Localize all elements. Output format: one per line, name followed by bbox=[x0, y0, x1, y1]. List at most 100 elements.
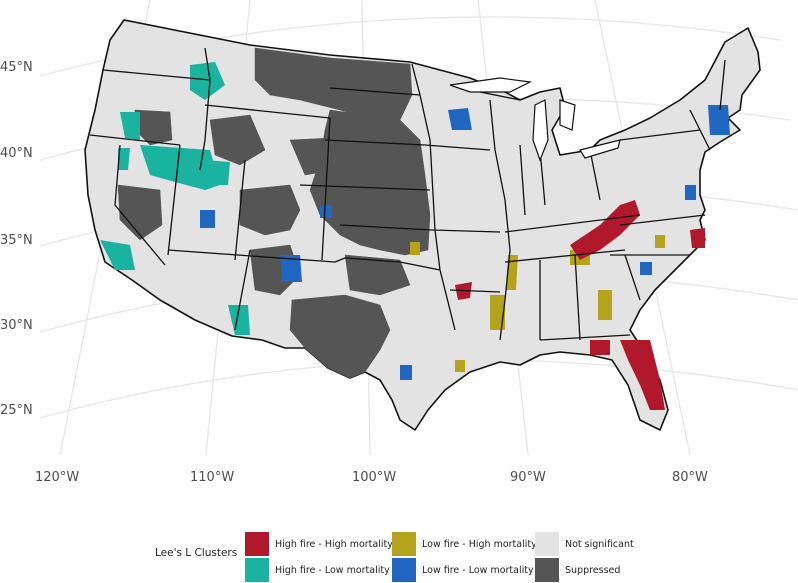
high-low-region-idaho bbox=[140, 145, 220, 190]
border-tn-south bbox=[504, 249, 626, 263]
lat-label-30: 30°N bbox=[0, 318, 33, 333]
high-fire-low-mortality-regions bbox=[100, 62, 250, 335]
border-dakotas bbox=[329, 87, 421, 96]
high-low-region-oregon bbox=[120, 112, 140, 140]
border-ut-co bbox=[234, 159, 246, 261]
low-high-region-virginia bbox=[655, 235, 665, 248]
border-il-in bbox=[519, 144, 526, 216]
lat-label-45: 45°N bbox=[0, 60, 33, 75]
legend-item-high-low: High fire - Low mortality bbox=[245, 558, 390, 582]
suppressed-regions bbox=[117, 47, 431, 379]
border-4corners bbox=[167, 249, 336, 263]
legend-item-low-high: Low fire - High mortality bbox=[392, 532, 537, 556]
suppressed-region-colorado bbox=[239, 184, 301, 236]
lake-huron bbox=[559, 99, 576, 131]
border-al-ga bbox=[574, 254, 581, 341]
legend-label-suppressed: Suppressed bbox=[565, 564, 621, 576]
lake-erie bbox=[579, 139, 621, 159]
low-low-region-wisconsin bbox=[448, 108, 472, 130]
high-fire-high-mortality-regions bbox=[455, 200, 705, 410]
low-high-region-louisiana bbox=[455, 360, 465, 372]
lake-superior bbox=[449, 77, 533, 93]
legend-label-low-low: Low fire - Low mortality bbox=[422, 564, 534, 576]
high-low-region-ca-north bbox=[118, 148, 130, 170]
border-va-nc bbox=[619, 214, 706, 226]
lat-label-25: 25°N bbox=[0, 403, 33, 418]
border-pa-ny bbox=[619, 129, 701, 141]
lake-michigan bbox=[532, 99, 549, 162]
border-ks-ok bbox=[339, 224, 433, 231]
low-low-region-new-mexico bbox=[280, 255, 302, 282]
high-low-region-california bbox=[100, 240, 135, 270]
border-tn-ky bbox=[504, 214, 641, 233]
suppressed-region-texas-west bbox=[289, 294, 391, 379]
low-low-region-new-england bbox=[708, 105, 730, 135]
border-sd-ne bbox=[324, 139, 426, 146]
lat-label-40: 40°N bbox=[0, 146, 33, 161]
high-low-region-utah bbox=[205, 160, 230, 185]
state-borders bbox=[89, 47, 726, 341]
border-vt-nh bbox=[719, 59, 726, 111]
legend-item-suppressed: Suppressed bbox=[535, 558, 620, 582]
border-az-nm bbox=[234, 249, 251, 331]
lat-label-35: 35°N bbox=[0, 233, 33, 248]
lon-label-120: 120°W bbox=[35, 470, 79, 485]
high-low-region-washington bbox=[190, 62, 225, 100]
low-low-region-maryland bbox=[685, 185, 696, 200]
lon-label-110: 110°W bbox=[190, 470, 234, 485]
legend-label-high-high: High fire - High mortality bbox=[275, 538, 393, 550]
legend-swatch-suppressed bbox=[535, 558, 559, 582]
low-low-region-texas bbox=[400, 365, 412, 380]
high-high-region-georgia bbox=[590, 340, 610, 355]
legend-item-low-low: Low fire - Low mortality bbox=[392, 558, 534, 582]
border-mo-ar bbox=[431, 229, 501, 233]
border-id bbox=[199, 47, 211, 171]
legend-title: Lee's L Clusters bbox=[155, 547, 238, 559]
great-lakes bbox=[449, 77, 621, 162]
legend-swatch-high-low bbox=[245, 558, 269, 582]
border-ny-ne bbox=[689, 109, 711, 151]
low-low-region-utah bbox=[200, 210, 215, 228]
low-low-region-colorado bbox=[320, 205, 332, 218]
border-sc-ga bbox=[624, 254, 641, 301]
low-high-region-arkansas bbox=[490, 295, 505, 330]
border-or-ca bbox=[89, 134, 181, 146]
border-wa-or bbox=[102, 69, 211, 81]
low-low-region-nc bbox=[640, 262, 652, 275]
suppressed-region-nebraska bbox=[289, 137, 336, 176]
border-ne-ks bbox=[299, 184, 431, 191]
legend: Lee's L Clusters High fire - High mortal… bbox=[155, 526, 655, 582]
legend-label-high-low: High fire - Low mortality bbox=[275, 564, 390, 576]
border-ar-la bbox=[449, 289, 501, 293]
legend-label-low-high: Low fire - High mortality bbox=[422, 538, 537, 550]
suppressed-region-wyoming bbox=[209, 114, 266, 166]
border-nv-ut bbox=[167, 144, 181, 256]
lon-label-90: 90°W bbox=[510, 470, 546, 485]
border-mt-wy bbox=[204, 104, 331, 119]
legend-swatch-high-high bbox=[245, 532, 269, 556]
low-fire-low-mortality-regions bbox=[200, 105, 730, 380]
lon-label-80: 80°W bbox=[672, 470, 708, 485]
border-wi-mi bbox=[479, 91, 521, 101]
high-high-region-nc bbox=[690, 228, 705, 248]
low-high-region-georgia bbox=[598, 290, 612, 320]
legend-label-not-significant: Not significant bbox=[565, 538, 634, 550]
border-co-ks bbox=[321, 117, 331, 261]
suppressed-region-nevada bbox=[117, 184, 163, 241]
border-ga-fl bbox=[539, 334, 631, 341]
high-high-region-florida bbox=[620, 340, 665, 410]
legend-item-high-high: High fire - High mortality bbox=[245, 532, 393, 556]
border-ia-mo bbox=[424, 144, 491, 151]
border-mn-ia bbox=[411, 63, 456, 331]
suppressed-region-oklahoma bbox=[344, 254, 411, 296]
border-oh-pa bbox=[589, 149, 601, 201]
legend-swatch-low-low bbox=[392, 558, 416, 582]
legend-swatch-low-high bbox=[392, 532, 416, 556]
legend-swatch-not-significant bbox=[535, 532, 559, 556]
low-high-region-texas bbox=[410, 242, 420, 255]
border-miss-river bbox=[489, 99, 511, 341]
legend-item-not-significant: Not significant bbox=[535, 532, 634, 556]
lon-label-100: 100°W bbox=[352, 470, 396, 485]
border-ca-nv bbox=[114, 144, 166, 266]
